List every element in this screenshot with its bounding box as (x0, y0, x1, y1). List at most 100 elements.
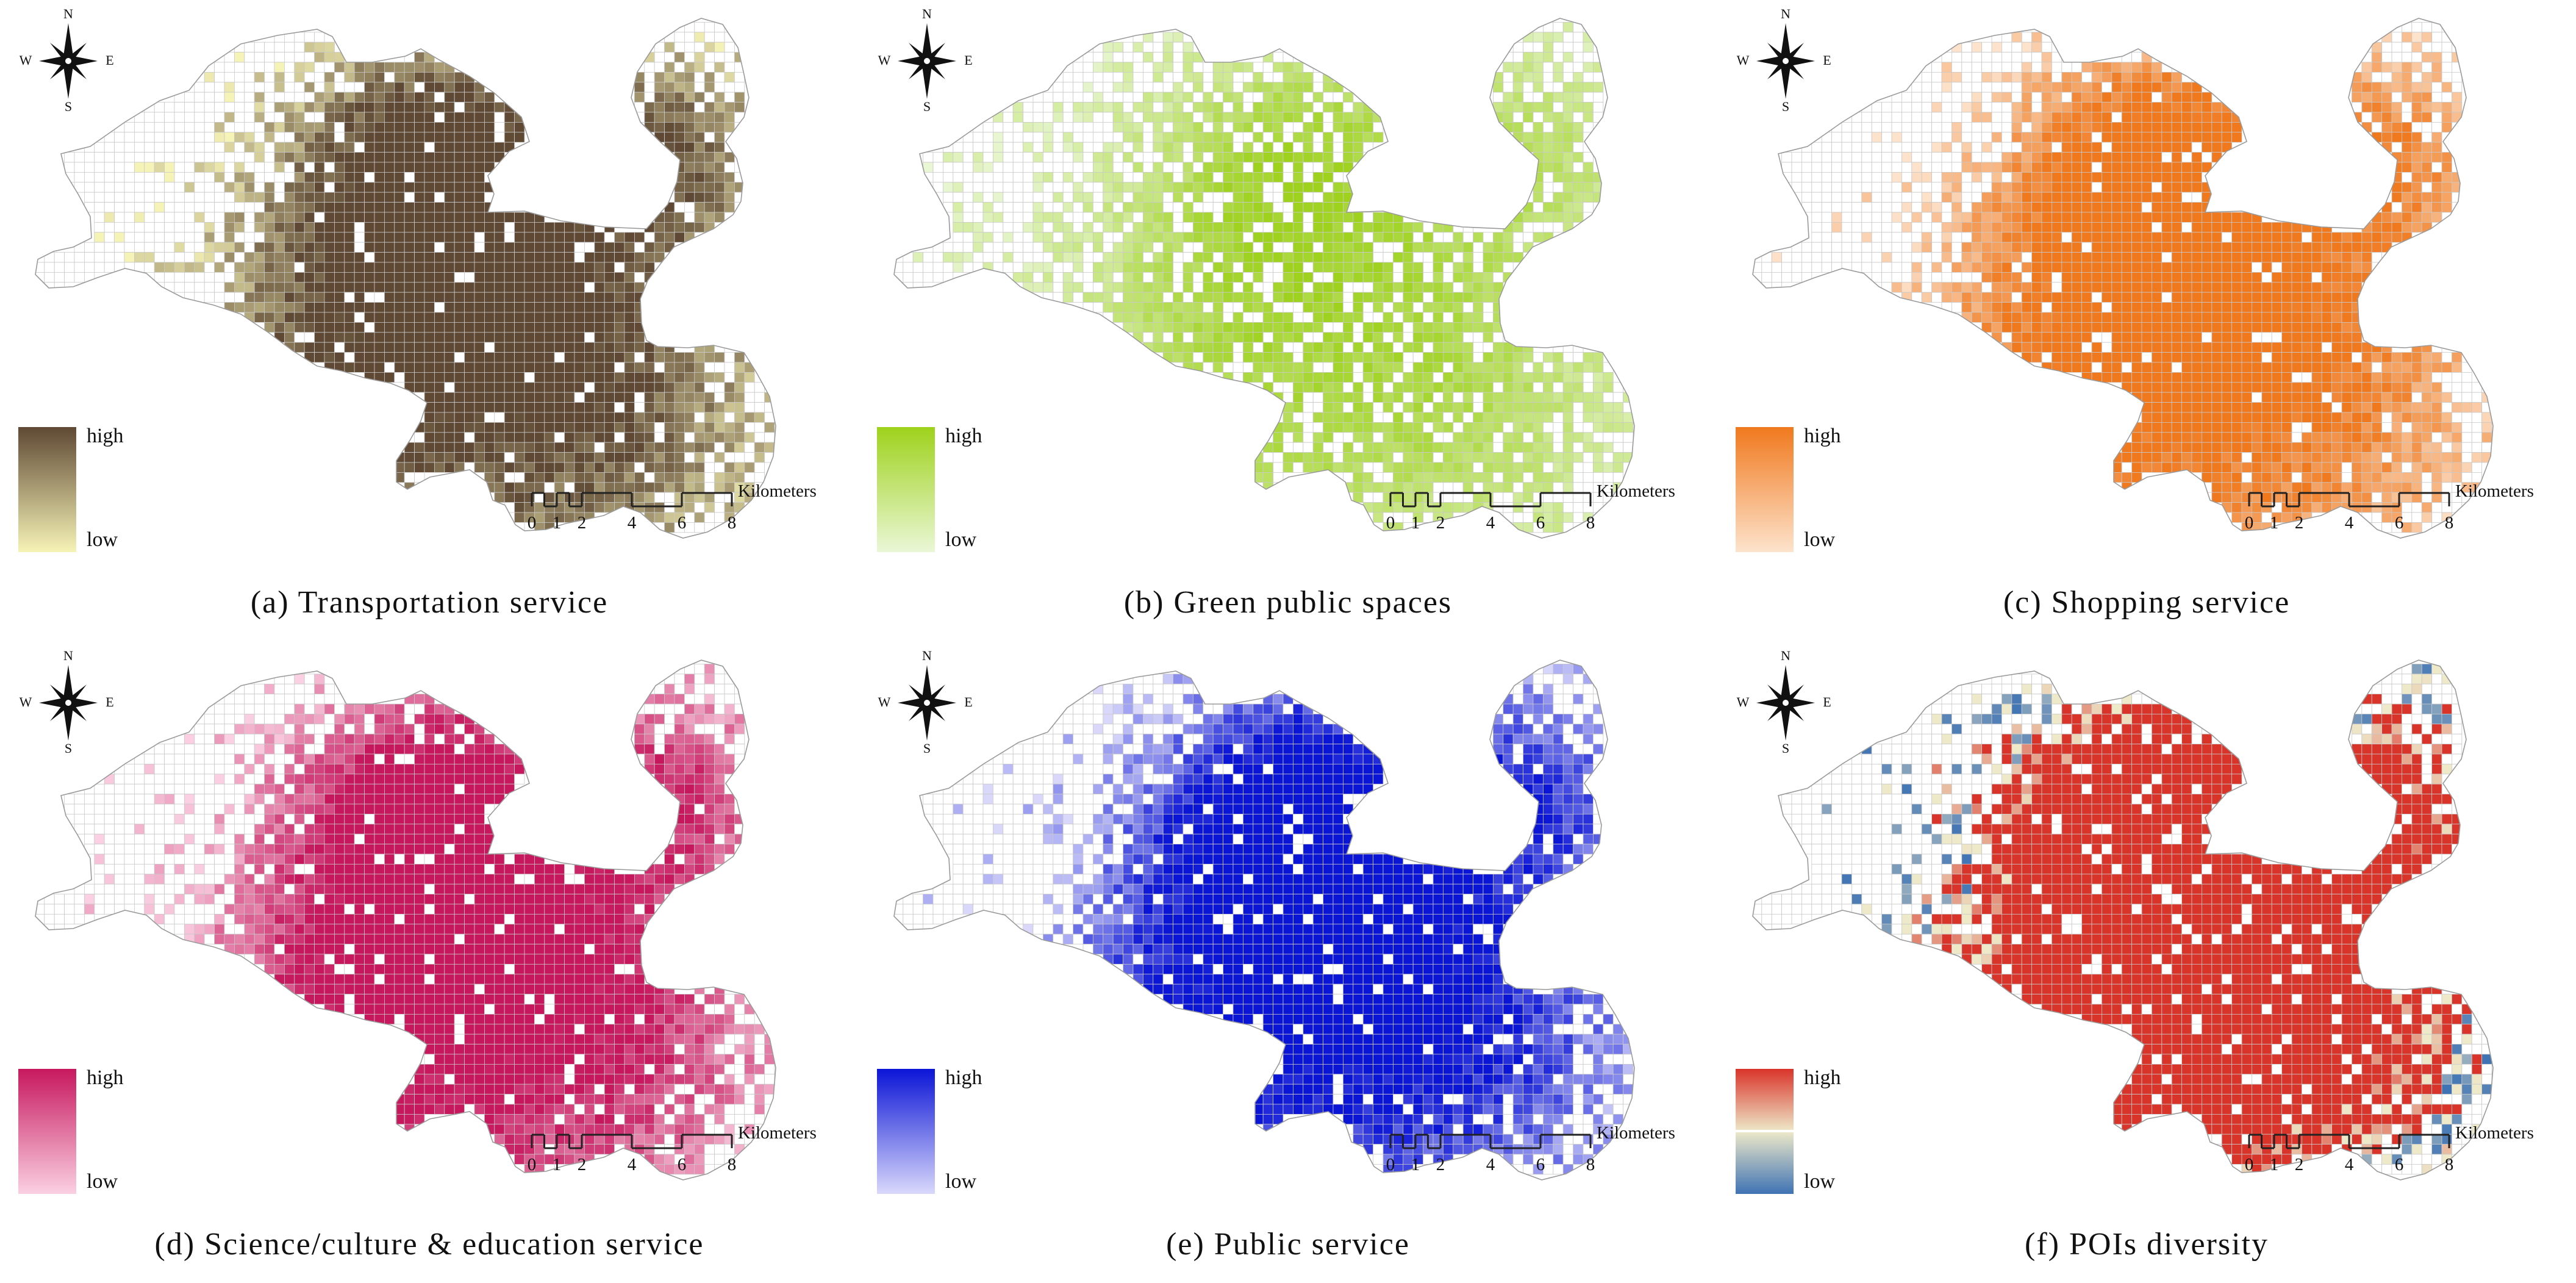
grid-cell (334, 221, 345, 233)
grid-cell (1132, 232, 1143, 243)
grid-cell (334, 262, 345, 273)
grid-cell (704, 452, 715, 463)
grid-cell (1512, 442, 1523, 453)
grid-cell (724, 452, 735, 463)
grid-cell (2041, 92, 2052, 102)
grid-cell (1373, 252, 1384, 263)
grid-cell (1303, 392, 1314, 403)
grid-cell (1042, 132, 1054, 143)
grid-cell (1951, 302, 1962, 313)
grid-cell (504, 422, 515, 433)
grid-cell (1182, 192, 1193, 203)
grid-cell (1343, 142, 1354, 153)
grid-cell (394, 342, 405, 353)
grid-cell (444, 462, 455, 473)
grid-cell (1433, 472, 1444, 483)
grid-cell (1262, 242, 1274, 253)
grid-cell (2052, 322, 2063, 333)
grid-cell (1562, 482, 1573, 493)
grid-cell (754, 402, 765, 413)
grid-cell (404, 252, 415, 263)
grid-cell (2102, 121, 2113, 133)
grid-cell (1262, 212, 1274, 223)
grid-cell (1293, 302, 1304, 313)
grid-cell (564, 342, 575, 353)
grid-cell (1153, 72, 1164, 83)
grid-cell (1433, 492, 1444, 503)
grid-cell (344, 312, 355, 323)
grid-cell (384, 162, 395, 173)
grid-cell (1403, 372, 1414, 383)
grid-cell (414, 112, 425, 123)
grid-cell (2081, 202, 2092, 213)
grid-cell (714, 392, 725, 403)
grid-cell (634, 302, 645, 313)
grid-cell (1323, 452, 1334, 463)
grid-cell (684, 382, 695, 393)
grid-cell (244, 252, 255, 263)
grid-cell (1362, 412, 1374, 423)
grid-cell (464, 342, 475, 353)
grid-cell (1142, 262, 1154, 273)
grid-cell (2001, 242, 2012, 253)
grid-cell (1312, 442, 1324, 453)
grid-cell (574, 422, 585, 433)
grid-cell (1891, 232, 1902, 243)
grid-cell (1403, 492, 1414, 503)
grid-cell (2052, 92, 2063, 102)
compass-n-label: N (922, 6, 932, 21)
grid-cell (364, 171, 375, 183)
grid-cell (1003, 112, 1014, 123)
grid-cell (314, 332, 325, 343)
grid-cell (214, 162, 225, 173)
grid-cell (2021, 62, 2033, 73)
grid-cell (254, 312, 265, 323)
grid-cell (584, 422, 595, 433)
grid-cell (1583, 482, 1594, 493)
grid-cell (1032, 192, 1043, 203)
grid-cell (1253, 271, 1264, 283)
grid-cell (1312, 332, 1324, 343)
grid-cell (504, 342, 515, 353)
grid-cell (634, 412, 645, 423)
grid-cell (1212, 102, 1224, 113)
grid-cell (1153, 282, 1164, 293)
grid-cell (1512, 72, 1523, 83)
grid-cell (724, 372, 735, 383)
grid-cell (1032, 212, 1043, 223)
grid-cell (1553, 162, 1564, 173)
grid-cell (294, 142, 305, 153)
grid-cell (144, 121, 155, 133)
grid-cell (1951, 92, 1962, 102)
grid-cell (1791, 252, 1802, 263)
grid-cell (654, 362, 665, 373)
grid-cell (384, 271, 395, 283)
grid-cell (1212, 182, 1224, 193)
grid-cell (474, 422, 485, 433)
grid-cell (514, 382, 525, 393)
grid-cell (912, 262, 923, 273)
grid-cell (2081, 152, 2092, 163)
grid-cell (514, 482, 525, 493)
grid-cell (304, 132, 315, 143)
grid-cell (714, 402, 725, 413)
grid-cell (1473, 442, 1484, 453)
grid-cell (1971, 302, 1983, 313)
grid-cell (1443, 271, 1454, 283)
grid-cell (1103, 52, 1114, 63)
grid-cell (1483, 432, 1494, 443)
grid-cell (354, 352, 365, 363)
grid-cell (144, 221, 155, 233)
grid-cell (1383, 372, 1394, 383)
grid-cell (1233, 121, 1243, 133)
grid-cell (1333, 132, 1343, 143)
grid-cell (264, 72, 275, 83)
grid-cell (454, 342, 465, 353)
grid-cell (1032, 271, 1043, 283)
grid-cell (164, 271, 175, 283)
grid-cell (992, 212, 1004, 223)
grid-cell (1991, 102, 2002, 113)
grid-cell (594, 472, 605, 483)
scale-tick-label: 1 (553, 513, 562, 533)
grid-cell (324, 322, 335, 333)
